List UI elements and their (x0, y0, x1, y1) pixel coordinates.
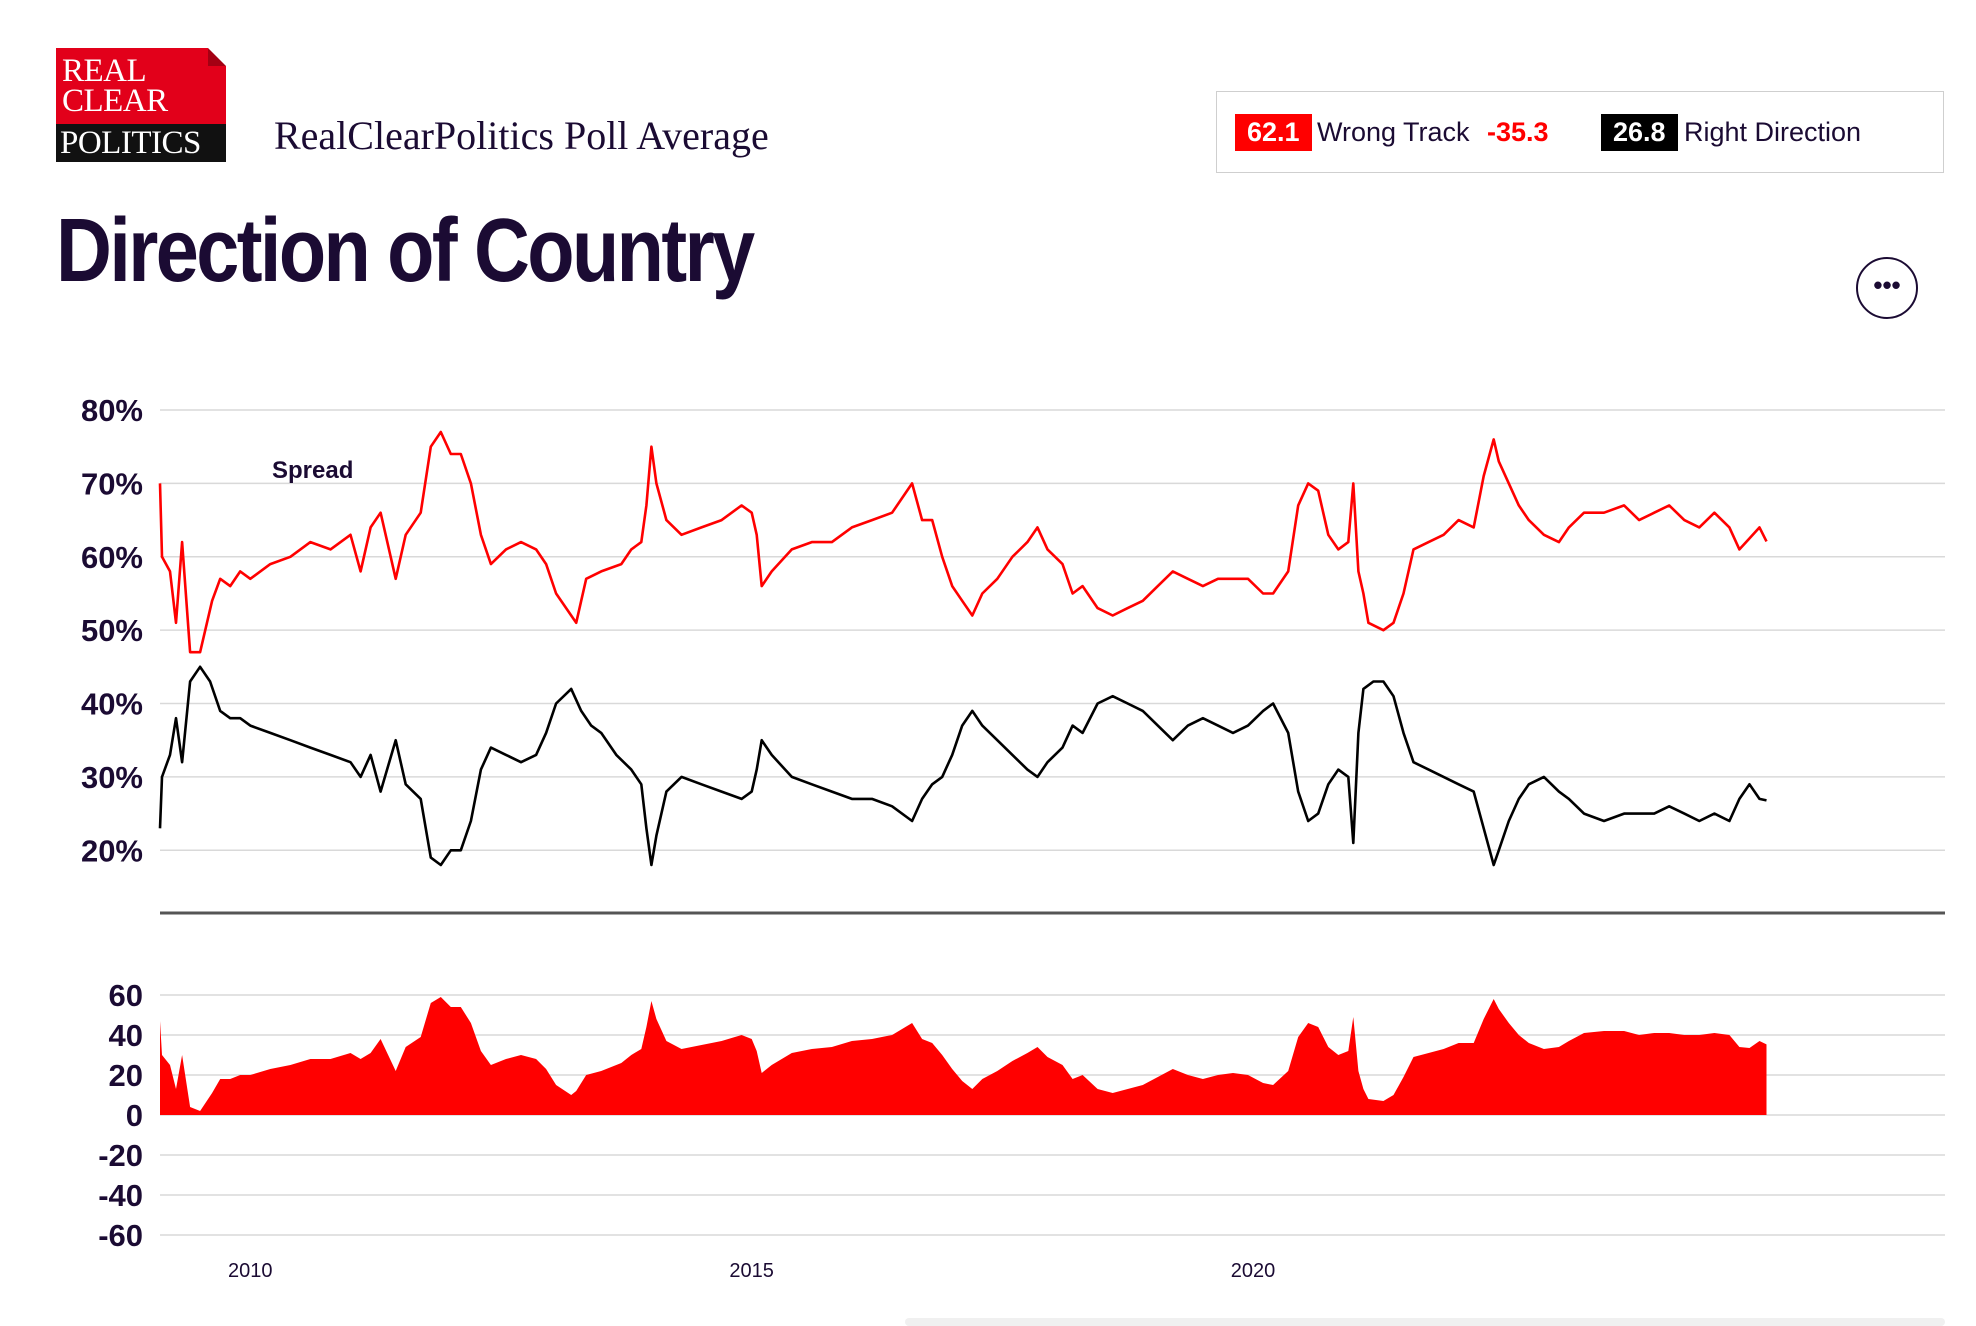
x-axis-ticks: 2010 2015 2020 (228, 1260, 1275, 1282)
wrong-track-value-badge: 62.1 (1235, 114, 1312, 151)
logo-word-clear: CLEAR (62, 83, 168, 119)
right-direction-label: Right Direction (1684, 117, 1862, 147)
main-y-tick-label: 70% (81, 466, 143, 501)
spread-y-tick-label: -60 (98, 1218, 143, 1253)
x-tick-label: 2020 (1231, 1260, 1276, 1282)
spread-area[interactable] (160, 997, 1767, 1115)
spread-y-tick-label: 0 (126, 1098, 143, 1133)
spread-y-tick-label: -20 (98, 1138, 143, 1173)
main-y-tick-label: 20% (81, 833, 143, 868)
chart-area: 20% 30% 40% 50% 60% 70% 80% Spread 60 40 20 0 -20 -… (81, 393, 1945, 1282)
main-y-axis-ticks: 20% 30% 40% 50% 60% 70% 80% (81, 393, 143, 868)
main-gridlines (160, 409, 1945, 852)
spread-y-tick-label: 20 (109, 1058, 143, 1093)
x-tick-label: 2010 (228, 1260, 273, 1282)
legend-box: 62.1 Wrong Track -35.3 26.8 Right Direct… (1216, 91, 1944, 173)
series-line-right-direction[interactable] (158, 665, 1767, 867)
spread-y-tick-label: 60 (109, 978, 143, 1013)
spread-y-tick-label: 40 (109, 1018, 143, 1053)
more-options-button[interactable]: ••• (1856, 257, 1918, 319)
logo-word-real: REAL (62, 53, 147, 89)
logo-band (56, 124, 226, 162)
bottom-scrollbar[interactable] (905, 1318, 1945, 1326)
rcp-logo[interactable]: REAL CLEAR POLITICS (56, 48, 226, 162)
wrong-track-label: Wrong Track (1317, 117, 1470, 147)
logo-fold (208, 48, 226, 66)
spread-annotation: Spread (272, 457, 353, 484)
spread-y-tick-label: -40 (98, 1178, 143, 1213)
spread-y-axis-ticks: 60 40 20 0 -20 -40 -60 (98, 978, 143, 1253)
logo-word-politics: POLITICS (60, 125, 201, 161)
more-options-icon: ••• (1873, 270, 1901, 300)
logo-text: REAL CLEAR (62, 53, 168, 119)
main-y-tick-label: 30% (81, 760, 143, 795)
page-title: Direction of Country (56, 201, 755, 301)
series-line-wrong-track[interactable] (158, 430, 1768, 654)
main-y-tick-label: 40% (81, 687, 143, 722)
main-y-tick-label: 50% (81, 613, 143, 648)
wrong-track-spread: -35.3 (1487, 117, 1549, 147)
main-y-tick-label: 80% (81, 393, 143, 428)
right-direction-value-badge: 26.8 (1601, 114, 1678, 151)
main-y-tick-label: 60% (81, 540, 143, 575)
x-tick-label: 2015 (729, 1260, 774, 1282)
page-subtitle: RealClearPolitics Poll Average (274, 113, 769, 158)
